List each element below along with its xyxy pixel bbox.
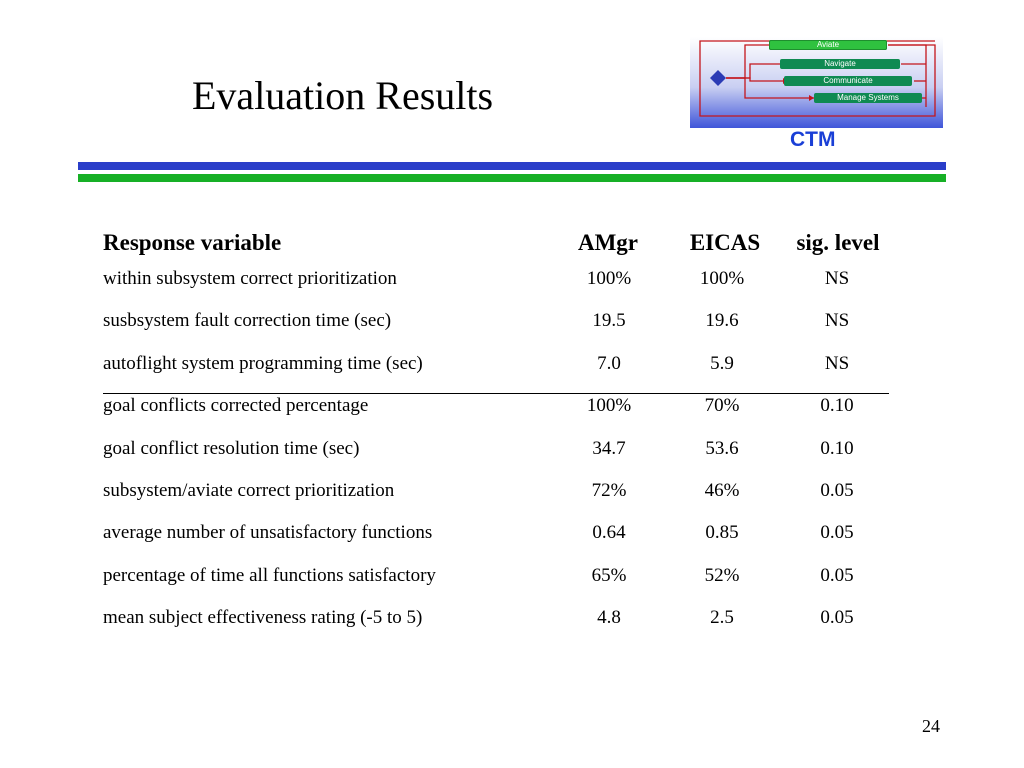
cell-sig-level: 0.10	[820, 437, 854, 459]
ctm-label: CTM	[790, 128, 836, 151]
cell-variable: within subsystem correct prioritization	[103, 268, 397, 289]
cell-eicas: 53.6	[705, 437, 739, 459]
table-row: autoflight system programming time (sec)…	[103, 353, 889, 395]
header-eicas: EICAS	[689, 230, 761, 255]
header-rule-green	[78, 174, 946, 182]
cell-eicas: 5.9	[710, 352, 734, 374]
cell-amgr: 7.0	[597, 352, 621, 374]
cell-amgr: 65%	[591, 564, 627, 586]
cell-amgr: 100%	[586, 395, 632, 417]
header-response-variable: Response variable	[103, 230, 282, 255]
cell-eicas: 70%	[704, 395, 740, 417]
cell-variable: autoflight system programming time (sec)	[103, 352, 423, 374]
cell-amgr: 4.8	[597, 607, 621, 629]
table-row: goal conflicts corrected percentage 100%…	[103, 395, 889, 437]
cell-sig-level: NS	[824, 352, 850, 374]
cell-variable: goal conflicts corrected percentage	[103, 395, 369, 417]
cell-variable: percentage of time all functions satisfa…	[103, 564, 436, 586]
cell-sig-level: NS	[824, 268, 850, 289]
logo-item-aviate: Aviate	[769, 40, 887, 50]
cell-sig-level: 0.05	[820, 607, 854, 629]
ctm-logo: Aviate Navigate Communicate Manage Syste…	[690, 37, 943, 128]
header-rule-blue	[78, 162, 946, 170]
cell-eicas: 19.6	[705, 310, 739, 332]
cell-eicas: 0.85	[705, 522, 739, 544]
cell-variable: average number of unsatisfactory functio…	[103, 522, 433, 544]
table-row: percentage of time all functions satisfa…	[103, 565, 889, 607]
cell-sig-level: 0.05	[820, 564, 854, 586]
table-divider	[103, 393, 889, 394]
cell-variable: mean subject effectiveness rating (-5 to…	[103, 607, 423, 629]
cell-variable: goal conflict resolution time (sec)	[103, 437, 360, 459]
cell-amgr: 100%	[586, 268, 632, 289]
logo-item-communicate: Communicate	[784, 76, 912, 86]
diamond-icon	[710, 70, 726, 86]
logo-item-manage-systems: Manage Systems	[814, 93, 922, 103]
table-row: susbsystem fault correction time (sec) 1…	[103, 310, 889, 352]
page-number: 24	[922, 716, 940, 736]
table-row: mean subject effectiveness rating (-5 to…	[103, 607, 889, 649]
cell-variable: subsystem/aviate correct prioritization	[103, 479, 395, 501]
table-row: goal conflict resolution time (sec) 34.7…	[103, 438, 889, 480]
results-table: Response variable AMgr EICAS sig. level …	[103, 230, 889, 650]
cell-sig-level: NS	[824, 310, 850, 332]
table-row: average number of unsatisfactory functio…	[103, 522, 889, 564]
header-amgr: AMgr	[577, 230, 639, 255]
cell-eicas: 46%	[704, 479, 740, 501]
cell-amgr: 0.64	[592, 522, 626, 544]
cell-sig-level: 0.10	[820, 395, 854, 417]
cell-eicas: 52%	[704, 564, 740, 586]
cell-variable: susbsystem fault correction time (sec)	[103, 310, 392, 332]
cell-sig-level: 0.05	[820, 479, 854, 501]
cell-amgr: 34.7	[592, 437, 626, 459]
slide-title: Evaluation Results	[192, 73, 494, 118]
table-row: within subsystem correct prioritization …	[103, 268, 889, 310]
cell-eicas: 100%	[699, 268, 745, 289]
cell-eicas: 2.5	[710, 607, 734, 629]
logo-item-navigate: Navigate	[780, 59, 900, 69]
table-row: subsystem/aviate correct prioritization …	[103, 480, 889, 522]
table-header-row: Response variable AMgr EICAS sig. level	[103, 230, 889, 268]
cell-amgr: 19.5	[592, 310, 626, 332]
cell-amgr: 72%	[591, 479, 627, 501]
header-sig-level: sig. level	[796, 230, 880, 255]
cell-sig-level: 0.05	[820, 522, 854, 544]
